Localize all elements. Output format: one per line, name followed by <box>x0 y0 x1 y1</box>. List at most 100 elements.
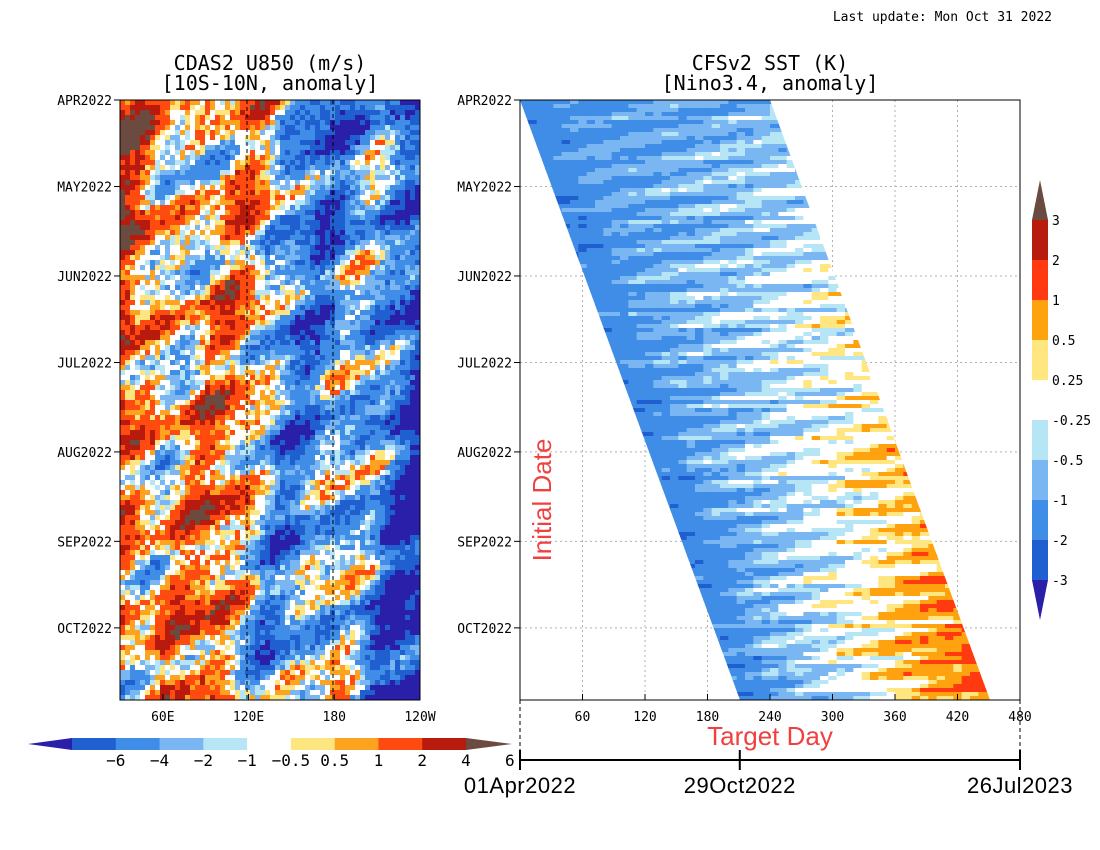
heat-cell <box>240 405 246 411</box>
heat-cell <box>210 320 216 326</box>
heat-cell <box>285 215 291 221</box>
heat-cell <box>130 275 136 281</box>
heat-cell <box>200 110 206 116</box>
heat-cell <box>270 280 276 286</box>
heat-cell <box>155 360 161 366</box>
heat-cell <box>240 350 246 356</box>
heat-cell <box>370 245 376 251</box>
heat-cell <box>385 120 391 126</box>
heat-cell <box>360 210 366 216</box>
heat-cell <box>120 150 126 156</box>
heat-cell <box>135 285 141 291</box>
heat-cell <box>320 185 326 191</box>
heat-cell <box>205 480 211 486</box>
heat-cell <box>255 470 261 476</box>
heat-cell <box>345 425 351 431</box>
heat-cell <box>175 425 181 431</box>
heat-cell <box>395 420 401 426</box>
heat-cell <box>280 500 286 506</box>
heat-cell <box>400 485 406 491</box>
heat-cell <box>280 385 286 391</box>
heat-cell <box>260 280 266 286</box>
heat-cell <box>215 220 221 226</box>
heat-cell <box>375 140 381 146</box>
heat-cell <box>410 170 416 176</box>
heat-cell <box>335 425 341 431</box>
heat-cell <box>160 460 166 466</box>
heat-cell <box>305 465 311 471</box>
heat-cell <box>315 115 321 121</box>
heat-cell <box>345 235 351 241</box>
heat-cell <box>315 260 321 266</box>
heat-cell <box>185 180 191 186</box>
heat-cell <box>300 365 306 371</box>
heat-cell <box>215 135 221 141</box>
heat-cell <box>255 110 261 116</box>
heat-cell <box>265 220 271 226</box>
heat-cell <box>275 275 281 281</box>
heat-cell <box>350 195 356 201</box>
heat-cell <box>375 250 381 256</box>
heat-cell <box>185 400 191 406</box>
heat-cell <box>235 345 241 351</box>
heat-cell <box>140 135 146 141</box>
heat-cell <box>245 465 251 471</box>
heat-cell <box>235 325 241 331</box>
heat-cell <box>275 370 281 376</box>
heat-cell <box>275 485 281 491</box>
heat-cell <box>155 270 161 276</box>
heat-cell <box>235 190 241 196</box>
heat-cell <box>320 135 326 141</box>
heat-cell <box>120 340 126 346</box>
heat-cell <box>315 475 321 481</box>
heat-cell <box>180 135 186 141</box>
heat-cell <box>340 390 346 396</box>
heat-cell <box>215 200 221 206</box>
heat-cell <box>140 425 146 431</box>
heat-cell <box>305 200 311 206</box>
heat-cell <box>210 435 216 441</box>
heat-cell <box>300 450 306 456</box>
heat-cell <box>305 105 311 111</box>
heat-cell <box>385 275 391 281</box>
heat-cell <box>260 200 266 206</box>
heat-cell <box>300 185 306 191</box>
heat-cell <box>130 170 136 176</box>
heat-cell <box>320 130 326 136</box>
heat-cell <box>390 485 396 491</box>
heat-cell <box>130 175 136 181</box>
heat-cell <box>350 225 356 231</box>
heat-cell <box>220 425 226 431</box>
heat-cell <box>340 140 346 146</box>
heat-cell <box>140 375 146 381</box>
heat-cell <box>315 140 321 146</box>
heat-cell <box>375 435 381 441</box>
heat-cell <box>385 310 391 316</box>
heat-cell <box>400 240 406 246</box>
heat-cell <box>170 175 176 181</box>
heat-cell <box>125 445 131 451</box>
heat-cell <box>395 145 401 151</box>
heat-cell <box>380 115 386 121</box>
heat-cell <box>395 120 401 126</box>
heat-cell <box>180 320 186 326</box>
heat-cell <box>300 435 306 441</box>
heat-cell <box>250 355 256 361</box>
heat-cell <box>270 110 276 116</box>
heat-cell <box>260 170 266 176</box>
heat-cell <box>215 380 221 386</box>
heat-cell <box>290 480 296 486</box>
heat-cell <box>310 500 316 506</box>
heat-cell <box>225 160 231 166</box>
heat-cell <box>350 330 356 336</box>
heat-cell <box>145 160 151 166</box>
heat-cell <box>340 190 346 196</box>
heat-cell <box>270 445 276 451</box>
heat-cell <box>215 425 221 431</box>
heat-cell <box>195 385 201 391</box>
heat-cell <box>235 300 241 306</box>
heat-cell <box>385 170 391 176</box>
heat-cell <box>195 260 201 266</box>
heat-cell <box>195 450 201 456</box>
heat-cell <box>410 495 416 501</box>
